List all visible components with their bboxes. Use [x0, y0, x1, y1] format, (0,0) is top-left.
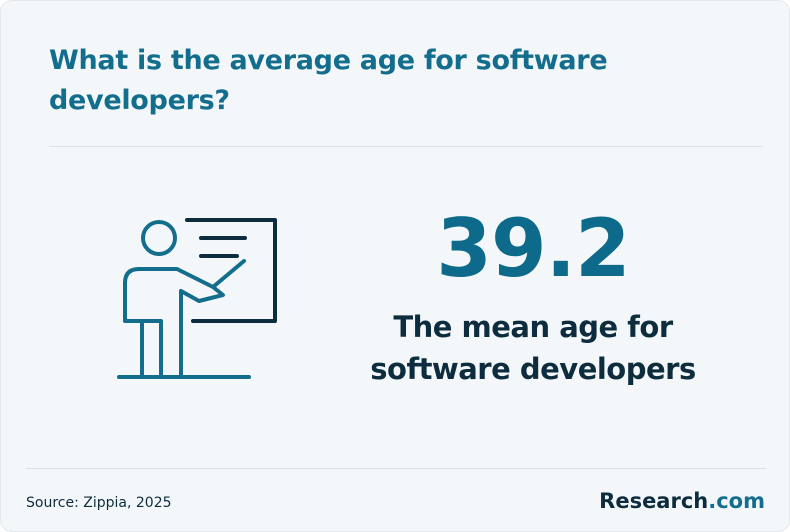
stat-value: 39.2 [436, 202, 630, 295]
stat-caption: The mean age for software developers [370, 310, 696, 386]
source: Source: Zippia, 2025 [26, 495, 172, 511]
brand-suffix: .com [708, 489, 765, 513]
divider [49, 146, 763, 147]
presenter-icon [117, 218, 277, 379]
divider [26, 468, 766, 469]
brand-name: Research [599, 489, 709, 513]
brand: Research.com [599, 489, 765, 513]
title: What is the average age for software dev… [49, 45, 608, 116]
